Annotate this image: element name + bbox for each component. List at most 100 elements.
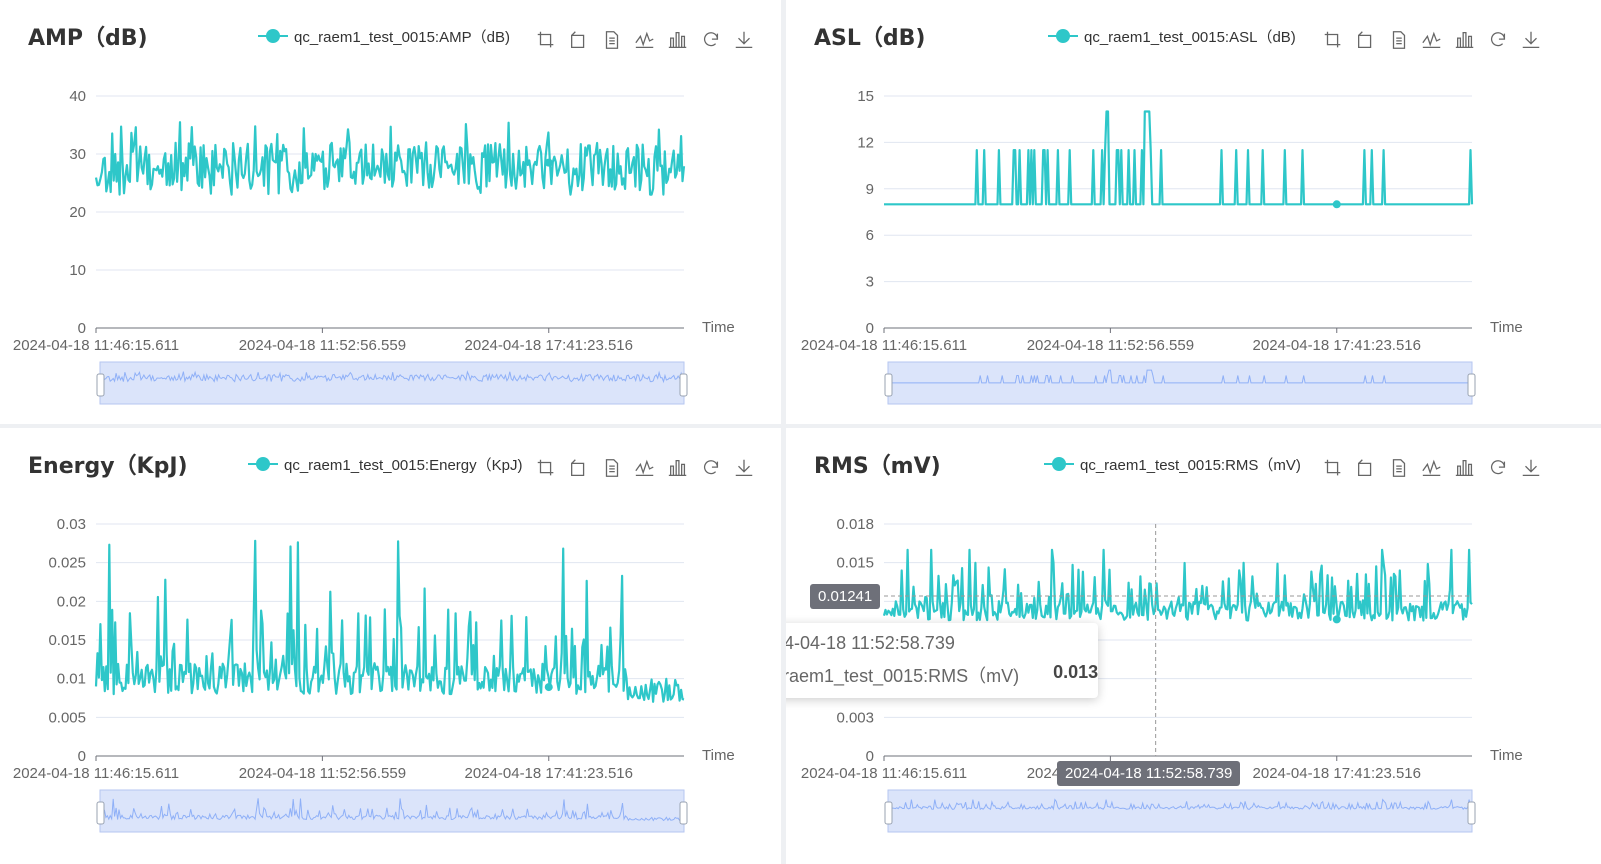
save-image-icon[interactable] (1519, 28, 1543, 52)
save-image-icon[interactable] (732, 28, 756, 52)
y-tick-label: 0 (78, 320, 86, 337)
zoom-reset-icon[interactable] (567, 28, 591, 52)
zoom-icon[interactable] (534, 28, 558, 52)
chart-canvas[interactable]: 0 0.005 0.01 0.015 0.02 0.025 0.03 Time 2024-04-… (0, 428, 781, 864)
x-axis-pointer-label: 2024-04-18 11:52:58.739 (1057, 761, 1241, 786)
data-zoom-preview (99, 798, 684, 822)
x-tick-label: 2024-04-18 11:52:56.559 (1027, 337, 1194, 354)
line-type-icon[interactable] (1420, 456, 1444, 480)
data-zoom-handle-left[interactable] (884, 801, 893, 825)
data-view-icon[interactable] (600, 456, 624, 480)
bar-type-icon[interactable] (1453, 28, 1477, 52)
chart-canvas[interactable]: 0 10 20 30 40 Time 2024-04-18 11:46:15.611 2024… (0, 0, 781, 424)
x-axis-name: Time (1490, 319, 1523, 336)
restore-icon[interactable] (699, 456, 723, 480)
legend-item[interactable]: qc_raem1_test_0015:Energy（KpJ) (248, 454, 522, 474)
y-axis-pointer-label: 0.01241 (810, 584, 881, 609)
data-view-icon[interactable] (600, 28, 624, 52)
data-zoom-handle-left[interactable] (96, 801, 105, 825)
data-zoom-preview (99, 370, 685, 384)
x-tick-label: 2024-04-18 17:41:23.516 (1253, 337, 1421, 354)
data-zoom-handle-right[interactable] (679, 801, 688, 825)
save-image-icon[interactable] (732, 456, 756, 480)
zoom-icon[interactable] (1321, 456, 1345, 480)
series-line (94, 121, 686, 196)
tooltip-title: 2024-04-18 11:52:58.739 (786, 633, 955, 653)
toolbox (534, 456, 756, 480)
legend-item[interactable]: qc_raem1_test_0015:ASL（dB) (1048, 26, 1296, 46)
y-tick-label: 0.005 (48, 709, 86, 726)
legend-marker-icon (258, 29, 288, 43)
line-type-icon[interactable] (633, 456, 657, 480)
data-zoom-preview (888, 369, 1473, 384)
data-zoom-handle-left[interactable] (96, 373, 105, 397)
zoom-icon[interactable] (1321, 28, 1345, 52)
series-point (1332, 200, 1341, 209)
x-tick-label: 2024-04-18 17:41:23.516 (465, 337, 633, 354)
series-point (1332, 615, 1341, 624)
chart-panel-rms: RMS（mV) qc_raem1_test_0015:RMS（mV) 0 0.00… (786, 428, 1601, 864)
x-axis-name: Time (1490, 747, 1523, 764)
bar-type-icon[interactable] (666, 456, 690, 480)
bar-type-icon[interactable] (666, 28, 690, 52)
zoom-reset-icon[interactable] (567, 456, 591, 480)
chart-title: Energy（KpJ) (28, 454, 188, 479)
legend-label: qc_raem1_test_0015:Energy（KpJ) (284, 456, 523, 474)
y-tick-label: 40 (69, 88, 86, 105)
legend-item[interactable]: qc_raem1_test_0015:AMP（dB) (258, 26, 510, 46)
y-tick-label: 10 (69, 262, 86, 279)
x-tick-label: 2024-04-18 17:41:23.516 (1253, 765, 1421, 782)
chart-title: AMP（dB) (28, 26, 148, 51)
chart-title: ASL（dB) (814, 26, 926, 51)
restore-icon[interactable] (1486, 456, 1510, 480)
tooltip-series-label: qc_raem1_test_0015:RMS（mV) (786, 666, 1020, 686)
y-tick-label: 9 (866, 181, 874, 198)
series-point (544, 158, 553, 167)
x-tick-label: 2024-04-18 11:46:15.611 (801, 337, 967, 354)
x-tick-label: 2024-04-18 11:52:56.559 (239, 337, 406, 354)
restore-icon[interactable] (1486, 28, 1510, 52)
zoom-icon[interactable] (534, 456, 558, 480)
restore-icon[interactable] (699, 28, 723, 52)
data-zoom-handle-right[interactable] (1467, 801, 1476, 825)
toolbox (1321, 456, 1543, 480)
x-tick-label: 2024-04-18 11:46:15.611 (13, 337, 179, 354)
zoom-reset-icon[interactable] (1354, 28, 1378, 52)
series-point (544, 683, 553, 692)
chart-canvas[interactable]: 0 3 6 9 12 15 Time 2024-04-18 11:46:15.611 2024-… (786, 0, 1601, 424)
data-view-icon[interactable] (1387, 28, 1411, 52)
y-tick-label: 0 (78, 748, 86, 765)
series-line (94, 539, 685, 703)
chart-title: RMS（mV) (814, 454, 941, 479)
data-zoom-handle-right[interactable] (1467, 373, 1476, 397)
x-tick-label: 2024-04-18 17:41:23.516 (465, 765, 633, 782)
y-tick-label: 30 (69, 146, 86, 163)
data-zoom-handle-right[interactable] (679, 373, 688, 397)
legend-item[interactable]: qc_raem1_test_0015:RMS（mV) (1044, 454, 1301, 474)
series-line (882, 548, 1473, 622)
chart-panel-asl: ASL（dB) qc_raem1_test_0015:ASL（dB) 0 3 6 9 1… (786, 0, 1601, 424)
x-axis-name: Time (702, 747, 735, 764)
toolbox (534, 28, 756, 52)
legend-label: qc_raem1_test_0015:RMS（mV) (1080, 456, 1301, 474)
data-view-icon[interactable] (1387, 456, 1411, 480)
bar-type-icon[interactable] (1453, 456, 1477, 480)
legend-label: qc_raem1_test_0015:ASL（dB) (1084, 28, 1296, 46)
data-zoom-slider (887, 789, 1473, 833)
y-tick-label: 12 (857, 134, 874, 151)
chart-panel-energy: Energy（KpJ) qc_raem1_test_0015:Energy（Kp… (0, 428, 781, 864)
data-zoom-slider (99, 361, 685, 405)
y-tick-label: 0.018 (836, 516, 874, 533)
y-tick-label: 6 (866, 227, 874, 244)
y-tick-label: 0.02 (57, 593, 86, 610)
line-type-icon[interactable] (633, 28, 657, 52)
chart-panel-amp: AMP（dB) qc_raem1_test_0015:AMP（dB) 0 10 20… (0, 0, 781, 424)
y-tick-label: 0.003 (836, 709, 874, 726)
save-image-icon[interactable] (1519, 456, 1543, 480)
legend-label: qc_raem1_test_0015:AMP（dB) (294, 28, 510, 46)
data-zoom-handle-left[interactable] (884, 373, 893, 397)
zoom-reset-icon[interactable] (1354, 456, 1378, 480)
line-type-icon[interactable] (1420, 28, 1444, 52)
tooltip-value: 0.013 (1053, 662, 1099, 682)
x-tick-label: 2024-04-18 11:46:15.611 (13, 765, 179, 782)
